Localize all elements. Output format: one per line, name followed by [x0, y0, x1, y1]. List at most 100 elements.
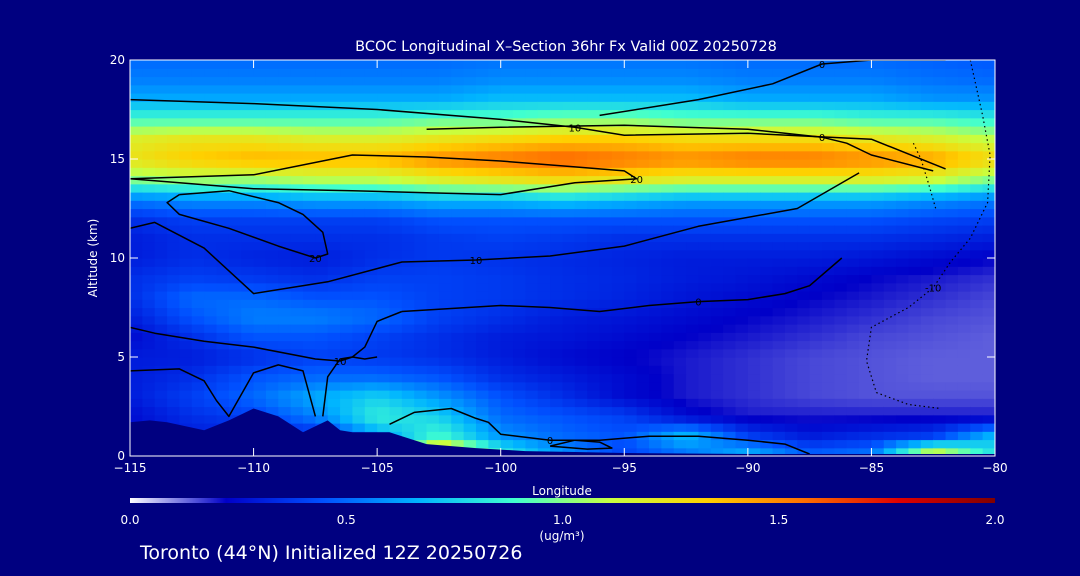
heatmap-cell — [760, 439, 774, 449]
heatmap-cell — [303, 150, 316, 160]
heatmap-cell — [154, 274, 168, 284]
heatmap-cell — [451, 233, 465, 243]
heatmap-cell — [476, 357, 489, 366]
heatmap-cell — [908, 225, 922, 234]
heatmap-cell — [698, 332, 712, 342]
heatmap-cell — [562, 225, 576, 234]
heatmap-cell — [216, 315, 230, 325]
heatmap-cell — [364, 324, 378, 333]
heatmap-cell — [945, 381, 959, 391]
heatmap-cell — [698, 423, 712, 432]
heatmap-cell — [414, 373, 428, 383]
heatmap-cell — [315, 233, 329, 243]
heatmap-cell — [426, 258, 440, 267]
heatmap-cell — [500, 126, 514, 135]
heatmap-cell — [167, 216, 181, 226]
heatmap-cell — [290, 216, 304, 226]
heatmap-cell — [550, 216, 564, 226]
heatmap-cell — [500, 84, 514, 94]
heatmap-cell — [265, 93, 279, 102]
heatmap-cell — [500, 93, 514, 102]
heatmap-cell — [216, 299, 230, 309]
heatmap-cell — [463, 390, 477, 399]
heatmap-cell — [216, 134, 230, 144]
heatmap-cell — [426, 423, 440, 432]
heatmap-cell — [550, 307, 564, 317]
heatmap-cell — [476, 109, 489, 119]
heatmap-cell — [562, 373, 576, 383]
heatmap-cell — [933, 192, 947, 201]
heatmap-cell — [982, 406, 995, 416]
heatmap-cell — [290, 200, 304, 210]
heatmap-cell — [673, 167, 687, 177]
heatmap-cell — [710, 134, 724, 144]
heatmap-cell — [179, 101, 193, 111]
heatmap-cell — [315, 373, 329, 383]
heatmap-cell — [154, 134, 168, 144]
heatmap-cell — [451, 315, 465, 325]
heatmap-cell — [352, 134, 366, 144]
heatmap-cell — [587, 167, 601, 177]
heatmap-cell — [278, 76, 292, 86]
heatmap-cell — [265, 76, 279, 86]
heatmap-cell — [982, 216, 995, 226]
heatmap-cell — [290, 266, 304, 276]
heatmap-cell — [340, 414, 354, 424]
heatmap-cell — [611, 76, 625, 86]
heatmap-cell — [303, 299, 316, 309]
heatmap-cell — [908, 365, 922, 375]
heatmap-cell — [513, 373, 527, 383]
heatmap-cell — [228, 233, 242, 243]
heatmap-cell — [253, 60, 267, 69]
heatmap-cell — [710, 357, 724, 366]
heatmap-cell — [241, 291, 255, 300]
heatmap-cell — [822, 93, 835, 102]
heatmap-cell — [945, 348, 959, 358]
heatmap-cell — [327, 159, 341, 168]
heatmap-cell — [476, 266, 489, 276]
heatmap-cell — [809, 216, 823, 226]
heatmap-cell — [290, 183, 304, 193]
heatmap-cell — [500, 357, 514, 366]
heatmap-cell — [303, 60, 316, 69]
heatmap-cell — [340, 348, 354, 358]
heatmap-cell — [772, 423, 786, 432]
heatmap-cell — [957, 101, 971, 111]
heatmap-cell — [883, 390, 897, 399]
heatmap-cell — [574, 183, 588, 193]
heatmap-cell — [327, 332, 341, 342]
heatmap-cell — [253, 225, 267, 234]
heatmap-cell — [154, 142, 168, 152]
heatmap-cell — [525, 216, 539, 226]
heatmap-cell — [686, 332, 700, 342]
heatmap-cell — [822, 258, 835, 267]
heatmap-cell — [698, 282, 712, 292]
heatmap-cell — [834, 150, 848, 160]
heatmap-cell — [822, 390, 835, 399]
heatmap-cell — [290, 373, 304, 383]
heatmap-cell — [772, 216, 786, 226]
heatmap-cell — [265, 117, 279, 127]
heatmap-cell — [649, 117, 662, 127]
heatmap-cell — [525, 101, 539, 111]
heatmap-cell — [191, 241, 205, 251]
heatmap-cell — [784, 167, 798, 177]
heatmap-cell — [834, 142, 848, 152]
heatmap-cell — [476, 134, 489, 144]
heatmap-cell — [191, 183, 205, 193]
heatmap-cell — [241, 241, 255, 251]
heatmap-cell — [389, 282, 403, 292]
heatmap-cell — [216, 357, 230, 366]
heatmap-cell — [241, 126, 255, 135]
heatmap-cell — [513, 365, 527, 375]
heatmap-cell — [500, 340, 514, 350]
heatmap-cell — [130, 291, 143, 300]
heatmap-cell — [611, 381, 625, 391]
heatmap-cell — [377, 183, 391, 193]
heatmap-cell — [253, 216, 267, 226]
heatmap-cell — [920, 447, 934, 456]
heatmap-cell — [896, 414, 910, 424]
heatmap-cell — [216, 324, 230, 333]
heatmap-cell — [216, 332, 230, 342]
heatmap-cell — [896, 150, 910, 160]
